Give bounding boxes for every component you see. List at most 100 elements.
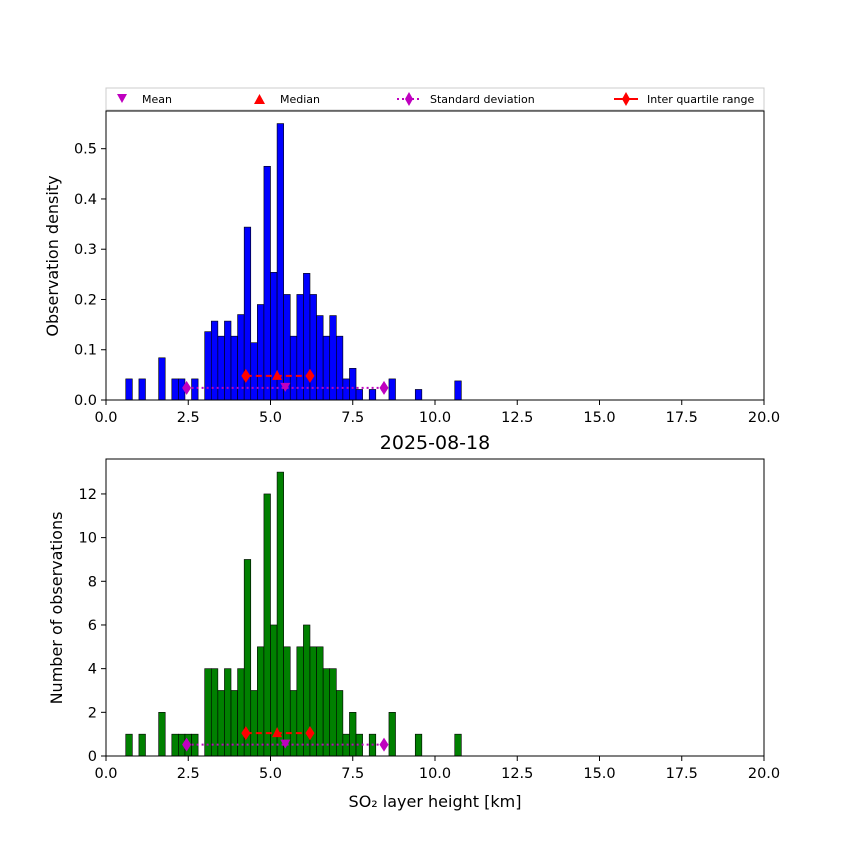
- bottom-x-axis-label: SO₂ layer height [km]: [349, 792, 522, 811]
- iqr-high-marker: [305, 726, 315, 741]
- x-tick-label: 0.0: [94, 766, 117, 782]
- histogram-bar: [329, 668, 337, 757]
- histogram-bar: [355, 389, 363, 401]
- histogram-bar: [217, 335, 225, 401]
- iqr-high-marker: [305, 368, 315, 383]
- x-tick-label: 10.0: [419, 410, 451, 426]
- histogram-bar: [454, 733, 462, 757]
- y-tick-label: 0.5: [74, 142, 97, 158]
- top-bars: [125, 123, 462, 401]
- histogram-bar: [224, 668, 232, 757]
- histogram-bar: [283, 646, 291, 757]
- histogram-bar: [230, 690, 238, 757]
- histogram-bar: [263, 165, 271, 401]
- histogram-bar: [414, 733, 423, 757]
- bottom-x-ticks: 0.0 2.5 5.0 7.5 10.0 12.5 15.0 17.5 20.0: [94, 756, 780, 782]
- mean-marker: [280, 739, 291, 749]
- x-tick-label: 5.0: [259, 410, 282, 426]
- histogram-bar: [296, 294, 304, 401]
- histogram-bar: [158, 357, 166, 401]
- y-tick-label: 0.2: [74, 292, 97, 308]
- histogram-bar: [171, 378, 179, 401]
- histogram-bar: [210, 668, 219, 757]
- x-tick-label: 12.5: [501, 410, 533, 426]
- x-tick-label: 10.0: [419, 766, 451, 782]
- histogram-bar: [263, 493, 271, 757]
- histogram-bar: [257, 304, 265, 401]
- histogram-bar: [125, 733, 133, 757]
- histogram-bar: [257, 646, 265, 757]
- top-x-ticks: 0.0 2.5 5.0 7.5 10.0 12.5 15.0 17.5 20.0: [94, 400, 780, 426]
- legend-frame: [105, 87, 765, 111]
- histogram-bar: [289, 335, 298, 401]
- legend-std-label: Standard deviation: [430, 93, 535, 106]
- histogram-bar: [316, 646, 324, 757]
- legend-iqr-marker: [622, 92, 630, 106]
- histogram-bar: [191, 378, 199, 401]
- legend: Mean Median Standard deviation Inter qua…: [105, 87, 765, 111]
- bottom-chart-title: 2025-08-18: [380, 432, 490, 454]
- histogram-bar: [322, 335, 331, 401]
- histogram-bar: [204, 668, 212, 757]
- y-tick-label: 2: [88, 705, 97, 721]
- median-marker: [272, 369, 283, 380]
- y-tick-label: 0: [88, 749, 97, 765]
- bottom-y-axis-label: Number of observations: [47, 512, 66, 705]
- y-tick-label: 6: [88, 618, 97, 634]
- y-tick-label: 0.4: [74, 192, 97, 208]
- histogram-bar: [388, 712, 396, 757]
- x-tick-label: 0.0: [94, 410, 117, 426]
- legend-median-label: Median: [280, 93, 320, 106]
- legend-median-marker: [254, 94, 265, 104]
- y-tick-label: 4: [88, 662, 97, 678]
- histogram-bar: [250, 690, 258, 757]
- histogram-bar: [250, 342, 258, 401]
- median-marker: [272, 727, 283, 738]
- histogram-bar: [388, 378, 396, 401]
- std-high-marker: [379, 737, 389, 752]
- iqr-low-marker: [241, 726, 251, 741]
- x-tick-label: 5.0: [259, 766, 282, 782]
- histogram-bar: [125, 378, 133, 401]
- histogram-bar: [230, 335, 238, 401]
- top-y-axis-label: Observation density: [43, 175, 62, 336]
- x-tick-label: 2.5: [177, 410, 200, 426]
- histogram-bar: [158, 712, 166, 757]
- y-tick-label: 0.0: [74, 393, 97, 409]
- iqr-low-marker: [241, 368, 251, 383]
- x-tick-label: 15.0: [583, 766, 615, 782]
- histogram-bar: [217, 690, 225, 757]
- histogram-bar: [171, 733, 179, 757]
- histogram-bar: [296, 646, 304, 757]
- std-low-marker: [182, 380, 192, 395]
- x-tick-label: 12.5: [501, 766, 533, 782]
- histogram-bar: [368, 389, 377, 401]
- legend-std-marker: [405, 92, 413, 106]
- x-tick-label: 7.5: [341, 410, 364, 426]
- histogram-bar: [289, 690, 298, 757]
- histogram-bar: [335, 335, 344, 401]
- histogram-bar: [342, 378, 350, 401]
- y-tick-label: 12: [79, 487, 97, 503]
- histogram-bar: [138, 378, 146, 401]
- legend-mean-marker: [117, 94, 127, 103]
- histogram-bar: [322, 668, 331, 757]
- y-tick-label: 10: [79, 531, 97, 547]
- histogram-bar: [414, 389, 423, 401]
- x-tick-label: 2.5: [177, 766, 200, 782]
- histogram-bar: [349, 368, 357, 401]
- histogram-bar: [454, 380, 462, 401]
- bottom-bars: [125, 471, 462, 757]
- std-low-marker: [182, 737, 192, 752]
- x-tick-label: 17.5: [666, 766, 698, 782]
- y-tick-label: 8: [88, 574, 97, 590]
- x-tick-label: 20.0: [748, 766, 780, 782]
- histogram-bar: [276, 123, 284, 401]
- histogram-bar: [270, 272, 278, 401]
- legend-iqr-label: Inter quartile range: [647, 93, 754, 106]
- histogram-bar: [237, 668, 245, 757]
- histogram-bar: [276, 471, 284, 757]
- top-y-ticks: 0.0 0.1 0.2 0.3 0.4 0.5: [74, 142, 106, 409]
- histogram-bar: [138, 733, 146, 757]
